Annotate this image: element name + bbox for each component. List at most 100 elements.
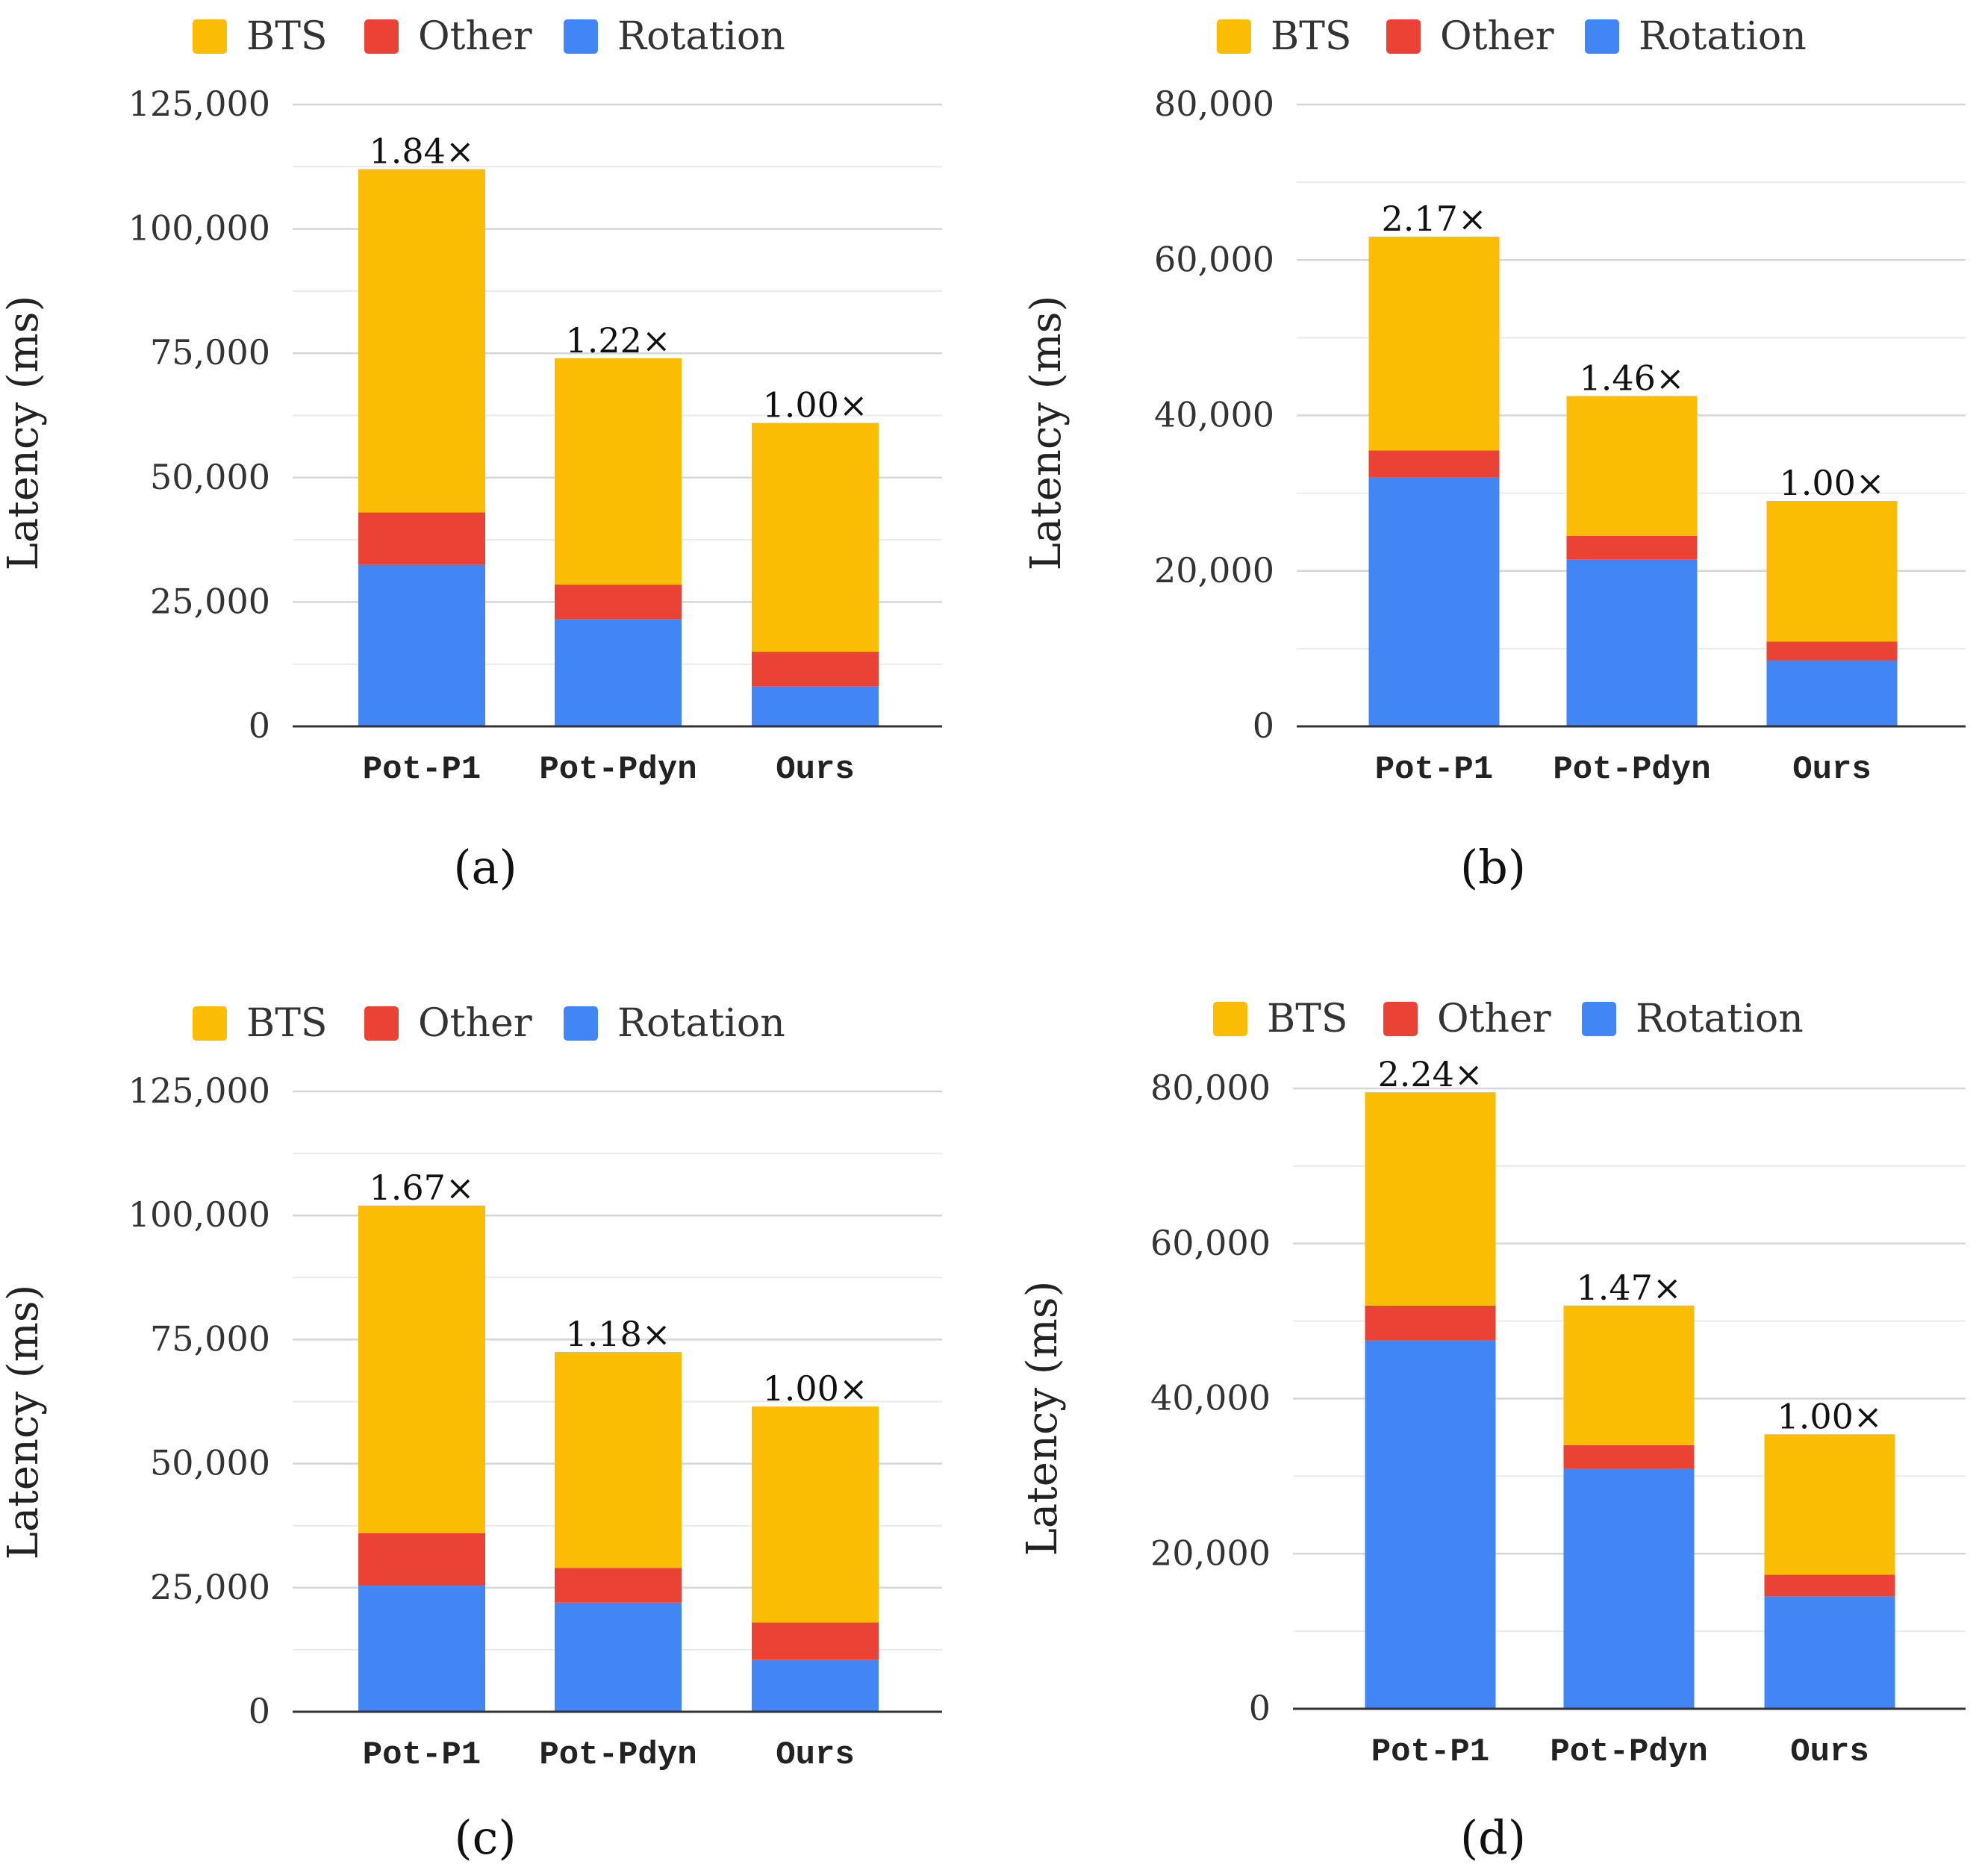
- y-tick-label: 125,000: [128, 1071, 270, 1111]
- y-tick-label: 125,000: [128, 84, 270, 124]
- y-tick-label: 80,000: [1150, 1068, 1271, 1108]
- bar-segment-bts: [1566, 396, 1698, 536]
- bar-segment-other: [1365, 1305, 1496, 1341]
- speedup-annotation: 1.18×: [566, 1314, 671, 1354]
- bar-segment-rotation: [752, 686, 879, 726]
- bar-segment-other: [1764, 1574, 1895, 1597]
- x-category-label: Pot-Pdyn: [1553, 751, 1710, 788]
- y-axis-label: Latency (ms): [1022, 296, 1071, 571]
- speedup-annotation: 1.84×: [370, 131, 475, 172]
- bar-segment-rotation: [555, 1602, 682, 1712]
- bar-segment-other: [1566, 535, 1698, 560]
- y-tick-label: 100,000: [128, 208, 270, 249]
- y-tick-label: 100,000: [128, 1194, 270, 1235]
- y-tick-label: 0: [1253, 705, 1274, 746]
- legend-label-bts: BTS: [1271, 14, 1352, 59]
- bar-segment-other: [1766, 641, 1898, 661]
- bar-segment-bts: [555, 1352, 682, 1568]
- legend-label-rotation: Rotation: [1636, 997, 1804, 1041]
- bar-segment-rotation: [1566, 559, 1698, 726]
- y-tick-label: 40,000: [1150, 1378, 1271, 1418]
- bar-segment-bts: [752, 423, 879, 652]
- chart-panel-a: BTS Other Rotation 0 25,000 50,000 75,000 100,0…: [0, 14, 942, 894]
- x-category-label: Ours: [776, 751, 855, 788]
- x-category-label: Ours: [1790, 1733, 1869, 1771]
- y-tick-label: 0: [249, 1691, 270, 1731]
- legend-swatch-bts: [1213, 1002, 1247, 1036]
- bar-segment-rotation: [1563, 1468, 1695, 1709]
- y-tick-label: 75,000: [150, 332, 270, 373]
- bar-segment-other: [555, 585, 682, 620]
- chart-panel-c: BTS Other Rotation 0 25,000 50,000 75,000 100,0…: [0, 1001, 942, 1865]
- x-category-label: Pot-Pdyn: [1550, 1733, 1707, 1771]
- panel-label: (a): [453, 840, 517, 894]
- y-tick-label: 0: [249, 705, 270, 746]
- legend-label-bts: BTS: [246, 1001, 328, 1046]
- panel-label: (b): [1460, 840, 1526, 894]
- bar-group-pot-pdyn: 1.22×: [555, 320, 682, 726]
- bar-segment-other: [358, 1533, 485, 1586]
- bar-segment-other: [555, 1568, 682, 1603]
- bar-segment-other: [752, 652, 879, 687]
- bar-group-pot-pdyn: 1.46×: [1566, 358, 1698, 726]
- bar-segment-bts: [1368, 237, 1500, 451]
- legend-swatch-other: [1383, 1002, 1418, 1036]
- bar-group-pot-p1: 1.67×: [358, 1168, 485, 1712]
- x-category-label: Pot-Pdyn: [539, 1736, 696, 1774]
- panel-label: (c): [454, 1810, 516, 1865]
- bar-segment-rotation: [752, 1660, 879, 1712]
- y-tick-label: 25,000: [150, 1567, 270, 1607]
- legend-swatch-other: [364, 19, 399, 54]
- speedup-annotation: 2.24×: [1378, 1054, 1483, 1094]
- y-tick-label: 50,000: [150, 1443, 270, 1483]
- bar-group-ours: 1.00×: [752, 384, 879, 726]
- bar-segment-rotation: [555, 619, 682, 726]
- y-tick-label: 60,000: [1154, 239, 1274, 279]
- bar-segment-bts: [1365, 1092, 1496, 1306]
- legend-label-other: Other: [1437, 997, 1551, 1041]
- x-category-label: Ours: [776, 1736, 855, 1774]
- y-tick-label: 20,000: [1150, 1533, 1271, 1573]
- legend-label-bts: BTS: [246, 14, 328, 59]
- y-tick-label: 60,000: [1150, 1223, 1271, 1263]
- legend-swatch-rotation: [1582, 1002, 1616, 1036]
- bar-segment-bts: [1563, 1305, 1695, 1445]
- bar-group-pot-p1: 2.17×: [1368, 199, 1500, 726]
- y-tick-label: 0: [1249, 1688, 1271, 1728]
- legend-swatch-bts: [193, 1006, 227, 1041]
- x-category-label: Pot-Pdyn: [539, 751, 696, 788]
- y-axis-label: Latency (ms): [0, 296, 48, 571]
- chart-panel-b: BTS Other Rotation 0 20,000 40,000 60,000 80,00…: [1022, 14, 1966, 894]
- y-axis-label: Latency (ms): [0, 1285, 48, 1560]
- speedup-annotation: 1.67×: [370, 1168, 475, 1208]
- bar-segment-rotation: [1766, 660, 1898, 726]
- y-tick-label: 25,000: [150, 581, 270, 621]
- bar-group-ours: 1.00×: [752, 1368, 879, 1712]
- bar-segment-rotation: [1365, 1340, 1496, 1709]
- x-category-label: Pot-P1: [363, 751, 481, 788]
- bar-group-pot-pdyn: 1.47×: [1563, 1268, 1695, 1709]
- speedup-annotation: 2.17×: [1382, 199, 1487, 239]
- speedup-annotation: 1.22×: [566, 320, 671, 361]
- bar-segment-bts: [358, 169, 485, 513]
- legend-label-other: Other: [418, 14, 532, 59]
- bar-segment-other: [752, 1622, 879, 1660]
- bar-segment-other: [1563, 1445, 1695, 1468]
- chart-panel-d: BTS Other Rotation 0 20,000 40,000 60,000 80,00…: [1018, 997, 1966, 1865]
- y-axis-label: Latency (ms): [1018, 1281, 1067, 1556]
- legend: BTS Other Rotation: [1213, 997, 1804, 1041]
- bar-segment-bts: [1764, 1434, 1895, 1575]
- bar-segment-bts: [752, 1406, 879, 1623]
- bar-segment-bts: [1766, 501, 1898, 642]
- bar-group-pot-p1: 1.84×: [358, 131, 485, 726]
- bar-segment-other: [1368, 450, 1500, 478]
- bar-segment-rotation: [1764, 1596, 1895, 1709]
- speedup-annotation: 1.46×: [1580, 358, 1685, 398]
- bar-segment-rotation: [358, 1585, 485, 1712]
- speedup-annotation: 1.00×: [763, 1368, 868, 1409]
- bar-group-ours: 1.00×: [1766, 463, 1898, 726]
- x-category-label: Pot-P1: [1375, 751, 1493, 788]
- bar-segment-bts: [358, 1205, 485, 1533]
- y-tick-label: 20,000: [1154, 550, 1274, 590]
- legend-label-other: Other: [1440, 14, 1554, 59]
